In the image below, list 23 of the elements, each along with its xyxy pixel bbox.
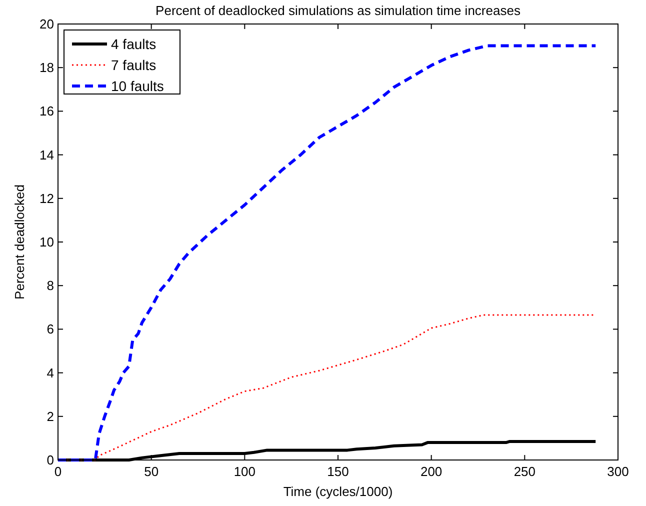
y-axis-title: Percent deadlocked bbox=[12, 184, 27, 300]
x-tick-label: 100 bbox=[234, 464, 256, 479]
y-tick-label: 14 bbox=[40, 147, 54, 162]
y-tick-label: 8 bbox=[46, 278, 54, 294]
x-tick-label: 250 bbox=[514, 464, 536, 479]
y-tick-label: 2 bbox=[46, 408, 54, 424]
legend-label: 4 faults bbox=[111, 36, 156, 52]
x-tick-label: 200 bbox=[420, 464, 442, 479]
legend-label: 10 faults bbox=[111, 78, 164, 94]
x-tick-label: 50 bbox=[144, 464, 159, 479]
y-tick-label: 6 bbox=[46, 322, 54, 337]
y-tick-label: 10 bbox=[40, 234, 54, 250]
y-tick-label: 18 bbox=[40, 60, 54, 76]
legend-label: 7 faults bbox=[111, 57, 156, 73]
x-tick-label: 150 bbox=[327, 464, 349, 479]
y-tick-label: 12 bbox=[40, 190, 54, 206]
y-tick-label: 4 bbox=[46, 365, 54, 380]
y-tick-label: 0 bbox=[46, 452, 54, 468]
x-axis-title: Time (cycles/1000) bbox=[283, 484, 393, 499]
y-tick-label: 20 bbox=[40, 16, 54, 32]
y-tick-label: 16 bbox=[40, 104, 54, 119]
x-tick-label: 300 bbox=[607, 464, 629, 479]
chart-title: Percent of deadlocked simulations as simulation time increases bbox=[156, 3, 521, 18]
